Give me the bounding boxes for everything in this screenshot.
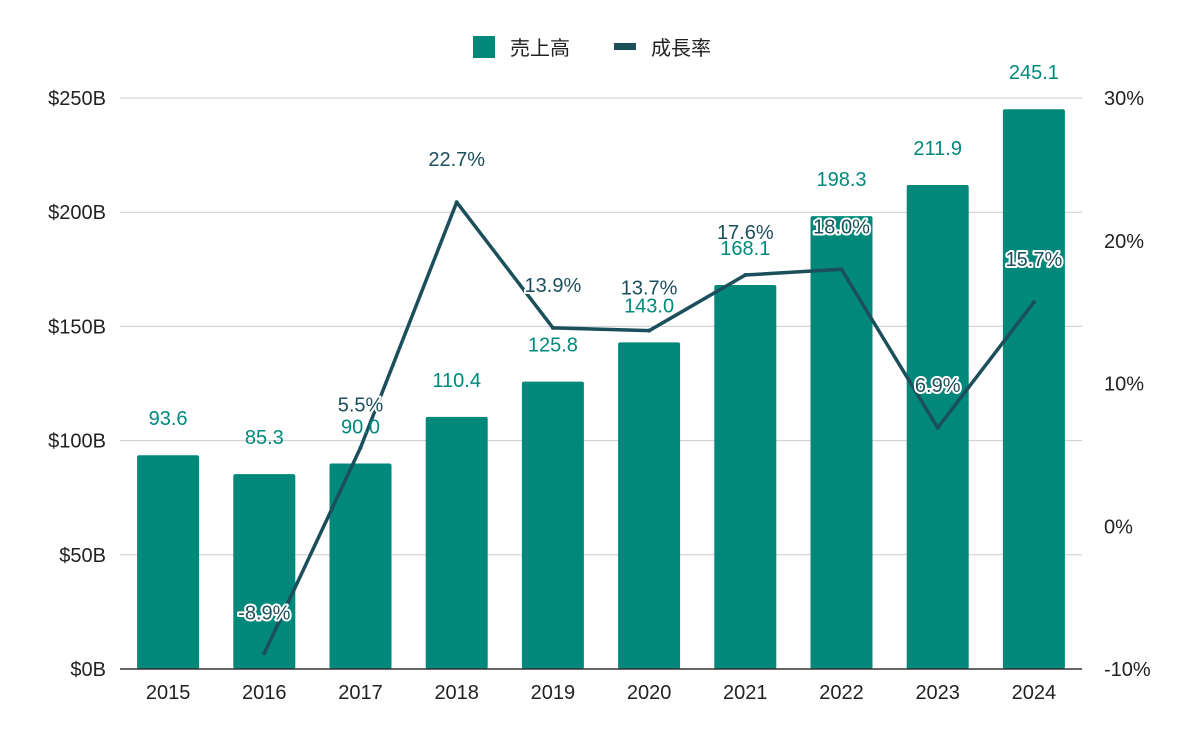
growth-point	[839, 267, 844, 272]
y-right-tick-label: -10%	[1104, 659, 1151, 681]
growth-value-label: 15.7%	[1006, 249, 1063, 271]
y-right-tick-label: 20%	[1104, 231, 1144, 253]
bar-value-label: 211.9	[913, 138, 962, 160]
x-tick-label: 2023	[915, 682, 960, 704]
legend-label-growth: 成長率	[651, 37, 711, 60]
bar-value-label: 125.8	[528, 335, 578, 357]
bar-value-label: 85.3	[245, 427, 284, 449]
growth-point	[550, 325, 555, 330]
bar-value-label: 93.6	[149, 408, 188, 430]
growth-point	[358, 445, 363, 450]
growth-point	[454, 200, 459, 205]
y-right-tick-label: 10%	[1104, 374, 1144, 396]
growth-point	[1031, 300, 1036, 305]
bar-value-label: 168.1	[720, 238, 770, 260]
growth-value-label: 13.9%	[525, 275, 582, 297]
data-labels: 93.6 85.3 90.0 110.4 125.8 143.0 168.1 198.3 211…	[149, 62, 1065, 626]
x-tick-label: 2024	[1012, 682, 1057, 704]
growth-value-label: 13.7%	[621, 278, 678, 300]
growth-point	[743, 273, 748, 278]
bar-series	[137, 109, 1065, 670]
growth-point	[647, 328, 652, 333]
bar-value-label: 110.4	[432, 370, 481, 392]
y-right-tick-label: 30%	[1104, 88, 1144, 110]
bar	[137, 455, 200, 669]
growth-value-label: 17.6%	[717, 222, 774, 244]
x-tick-label: 2016	[242, 682, 287, 704]
growth-value-label: 18.0%	[813, 216, 870, 238]
bar-value-label: 198.3	[816, 169, 866, 191]
y-right-tick-label: 0%	[1104, 516, 1133, 538]
line-series	[262, 200, 1036, 656]
growth-value-label: 5.5%	[338, 395, 384, 417]
y-left-tick-label: $150B	[48, 316, 106, 338]
growth-point	[935, 425, 940, 430]
y-left-tick-label: $100B	[48, 431, 106, 453]
legend-swatch-growth	[614, 43, 636, 50]
bar	[810, 216, 873, 669]
growth-value-label: 6.9%	[915, 375, 961, 397]
x-tick-label: 2017	[338, 682, 383, 704]
bar-value-label: 143.0	[624, 295, 674, 317]
legend-swatch-sales	[473, 36, 495, 58]
y-left-tick-label: $50B	[59, 545, 106, 567]
legend: 売上高 成長率	[473, 36, 711, 60]
bar	[233, 474, 296, 669]
x-tick-label: 2020	[627, 682, 672, 704]
bar	[1002, 109, 1065, 670]
bar-value-label: 90.0	[341, 416, 380, 438]
y-left-tick-label: $0B	[70, 659, 106, 681]
bar	[618, 342, 681, 669]
growth-value-label: 22.7%	[428, 149, 485, 171]
x-tick-label: 2019	[531, 682, 576, 704]
bar	[521, 381, 584, 669]
bar	[714, 285, 777, 669]
x-tick-label: 2021	[723, 682, 768, 704]
x-tick-label: 2015	[146, 682, 191, 704]
bar	[425, 416, 488, 669]
bar	[329, 463, 392, 669]
x-tick-label: 2022	[819, 682, 864, 704]
growth-point	[262, 651, 267, 656]
y-left-tick-label: $200B	[48, 202, 106, 224]
x-tick-label: 2018	[434, 682, 479, 704]
bar-value-label: 245.1	[1009, 62, 1059, 84]
axes: $0B $50B $100B $150B $200B $250B -10% 0% 10% 20% 3…	[48, 88, 1151, 704]
y-left-tick-label: $250B	[48, 88, 106, 110]
growth-value-label: -8.9%	[238, 602, 290, 624]
legend-label-sales: 売上高	[510, 37, 570, 60]
